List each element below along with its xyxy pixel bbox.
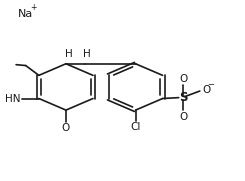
Text: Cl: Cl — [130, 122, 141, 132]
Text: +: + — [30, 3, 37, 12]
Text: S: S — [179, 91, 187, 104]
Text: H: H — [65, 49, 73, 59]
Text: H: H — [83, 49, 91, 59]
Text: HN: HN — [5, 94, 20, 104]
Text: O: O — [179, 111, 187, 121]
Text: O: O — [202, 85, 210, 95]
Text: Na: Na — [18, 9, 33, 19]
Text: O: O — [179, 74, 187, 84]
Text: −: − — [207, 80, 214, 89]
Text: O: O — [62, 123, 70, 133]
